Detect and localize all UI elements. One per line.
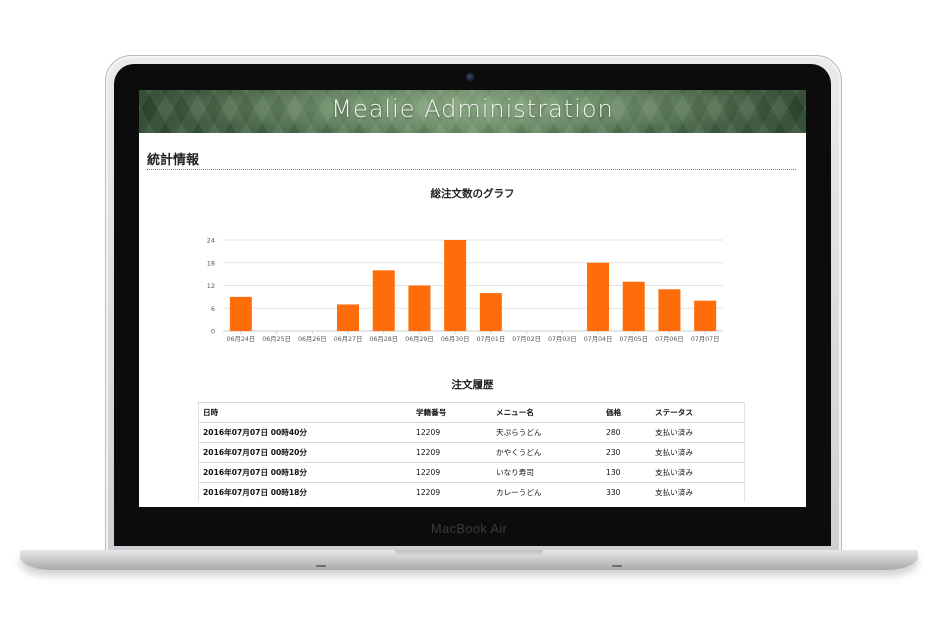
cell-menu: いなり寿司 xyxy=(492,462,602,483)
cell-student-id: 12209 xyxy=(412,442,492,463)
bar xyxy=(408,285,431,331)
y-tick-label: 12 xyxy=(207,282,215,290)
cell-menu: かやくうどん xyxy=(492,442,602,463)
camera-icon xyxy=(466,73,475,82)
x-tick-label: 07月01日 xyxy=(477,335,506,343)
bar xyxy=(479,293,502,331)
cell-status: 支払い済み xyxy=(651,442,745,463)
bar xyxy=(372,270,395,331)
x-tick-label: 06月26日 xyxy=(298,335,327,343)
bar xyxy=(337,304,359,331)
cell-menu: カレーうどん xyxy=(492,482,602,502)
y-tick-label: 0 xyxy=(211,328,215,336)
chart-title: 総注文数のグラフ xyxy=(430,188,515,200)
cell-price: 130 xyxy=(602,462,651,483)
x-tick-label: 06月25日 xyxy=(262,335,291,343)
cell-student-id: 12209 xyxy=(412,422,492,443)
laptop-foot xyxy=(316,565,326,567)
table-row[interactable]: 2016年07月07日 00時18分 12209 いなり寿司 130 支払い済み xyxy=(198,462,745,483)
column-header-price: 価格 xyxy=(602,402,651,423)
x-tick-label: 07月03日 xyxy=(548,335,577,343)
bar xyxy=(694,300,717,331)
cell-datetime: 2016年07月07日 00時18分 xyxy=(198,462,412,483)
cell-status: 支払い済み xyxy=(651,462,745,483)
column-header-menu: メニュー名 xyxy=(492,402,602,423)
laptop-base xyxy=(20,550,918,570)
x-tick-label: 07月02日 xyxy=(512,335,541,343)
y-tick-label: 24 xyxy=(207,237,215,245)
column-header-status: ステータス xyxy=(651,402,745,423)
device-brand-label: MacBook Air xyxy=(430,521,508,536)
y-tick-label: 18 xyxy=(207,259,215,267)
bar xyxy=(622,281,645,331)
cell-datetime: 2016年07月07日 00時20分 xyxy=(198,442,412,463)
x-tick-label: 06月27日 xyxy=(334,335,363,343)
cell-price: 330 xyxy=(602,482,651,502)
section-title: 統計情報 xyxy=(147,153,200,168)
y-tick-label: 6 xyxy=(211,305,215,313)
table-row[interactable]: 2016年07月07日 00時18分 12209 カレーうどん 330 支払い済… xyxy=(198,482,745,502)
bar xyxy=(658,289,681,331)
x-tick-label: 06月29日 xyxy=(405,335,434,343)
app-header: Mealie Administration xyxy=(139,90,806,133)
order-history-table: 日時 学籍番号 メニュー名 価格 ステータス 2016年07月07日 00時40… xyxy=(198,402,745,502)
x-tick-label: 07月05日 xyxy=(619,335,648,343)
bar xyxy=(587,262,609,331)
x-tick-label: 07月04日 xyxy=(584,335,613,343)
cell-status: 支払い済み xyxy=(651,482,745,502)
cell-datetime: 2016年07月07日 00時40分 xyxy=(198,422,412,443)
column-header-student-id: 学籍番号 xyxy=(412,402,492,423)
order-history-title: 注文履歴 xyxy=(451,379,494,391)
cell-student-id: 12209 xyxy=(412,482,492,502)
section-divider xyxy=(147,169,796,170)
cell-datetime: 2016年07月07日 00時18分 xyxy=(198,482,412,502)
x-tick-label: 06月24日 xyxy=(227,335,256,343)
app-screen: Mealie Administration 統計情報 総注文数のグラフ 0 6 12… xyxy=(139,90,806,507)
bar xyxy=(444,240,467,331)
app-title: Mealie Administration xyxy=(331,95,614,123)
table-row[interactable]: 2016年07月07日 00時40分 12209 天ぷらうどん 280 支払い済… xyxy=(198,422,745,443)
cell-price: 230 xyxy=(602,442,651,463)
cell-menu: 天ぷらうどん xyxy=(492,422,602,443)
x-tick-label: 06月28日 xyxy=(369,335,398,343)
table-row[interactable]: 2016年07月07日 00時20分 12209 かやくうどん 230 支払い済… xyxy=(198,442,745,463)
x-tick-label: 07月06日 xyxy=(655,335,684,343)
laptop-foot xyxy=(612,565,622,567)
x-tick-label: 06月30日 xyxy=(441,335,470,343)
orders-bar-chart: 0 6 12 18 24 06月24日 06月25日 06月26日 06月27日 06月28日 06… xyxy=(207,237,723,343)
column-header-datetime: 日時 xyxy=(198,402,412,423)
x-tick-label: 07月07日 xyxy=(691,335,720,343)
table-header-row: 日時 学籍番号 メニュー名 価格 ステータス xyxy=(198,402,745,423)
cell-status: 支払い済み xyxy=(651,422,745,443)
cell-price: 280 xyxy=(602,422,651,443)
cell-student-id: 12209 xyxy=(412,462,492,483)
bar xyxy=(229,296,252,331)
laptop-hinge-notch xyxy=(395,550,543,556)
